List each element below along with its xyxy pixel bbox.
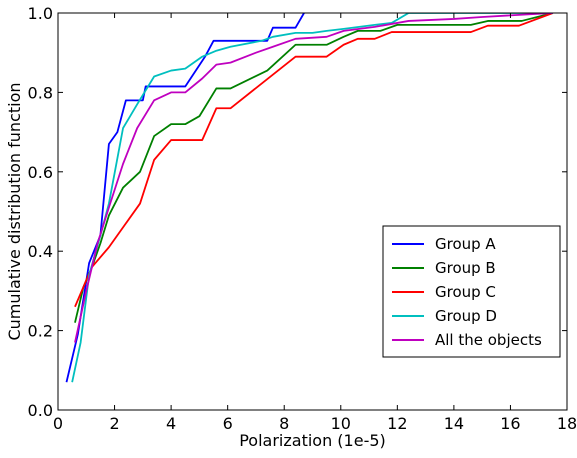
series-group [65, 13, 554, 383]
legend-label-group-c: Group C [435, 283, 496, 301]
y-tick-label: 0.6 [28, 163, 53, 182]
legend: Group A Group B Group C Group D All the obje… [382, 225, 561, 358]
legend-label-group-a: Group A [435, 235, 496, 253]
y-tick-label: 0.8 [28, 83, 53, 102]
y-tick-label: 0.4 [28, 242, 53, 261]
y-tick-label: 0.2 [28, 322, 53, 341]
x-tick-label: 8 [279, 414, 289, 433]
x-tick-label: 16 [500, 414, 520, 433]
x-tick-label: 10 [331, 414, 351, 433]
series-line-all-the-objects [74, 13, 553, 343]
x-tick-label: 18 [557, 414, 577, 433]
series-line-group-c [74, 13, 554, 308]
ticks-group: 0 2 4 6 8 10 12 14 16 18 0.0 0.2 0.4 0.6 0.8 1.0 [28, 4, 577, 433]
x-tick-label: 0 [53, 414, 63, 433]
x-tick-label: 12 [387, 414, 407, 433]
x-tick-label: 4 [166, 414, 176, 433]
legend-label-group-b: Group B [435, 259, 496, 277]
series-line-group-b [74, 13, 554, 323]
legend-label-group-d: Group D [435, 307, 497, 325]
plot-frame [57, 12, 568, 411]
series-line-group-d [71, 13, 553, 383]
y-axis-label: Cumulative distribution function [5, 82, 24, 340]
legend-label-all-the-objects: All the objects [435, 331, 542, 349]
x-tick-label: 2 [109, 414, 119, 433]
x-tick-label: 6 [223, 414, 233, 433]
x-tick-label: 14 [444, 414, 464, 433]
y-tick-label: 1.0 [28, 4, 53, 23]
y-tick-label: 0.0 [28, 401, 53, 420]
x-axis-label: Polarization (1e-5) [239, 431, 386, 450]
